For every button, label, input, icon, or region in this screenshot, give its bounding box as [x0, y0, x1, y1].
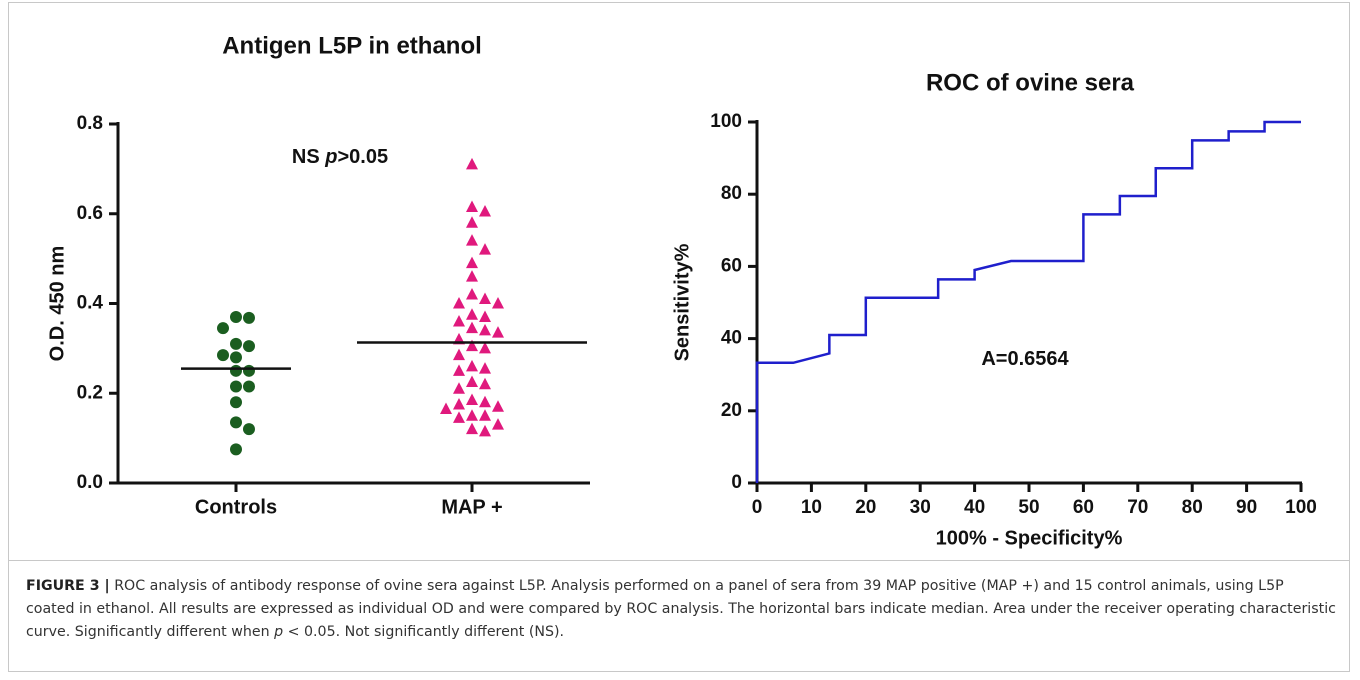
- data-point: [453, 297, 465, 309]
- data-point: [479, 395, 491, 408]
- x-tick-label: 20: [855, 497, 876, 518]
- x-tick-label: 70: [1127, 497, 1148, 518]
- data-point: [466, 339, 478, 352]
- data-point: [453, 397, 465, 410]
- data-point: [479, 292, 491, 305]
- data-point: [479, 323, 491, 336]
- x-tick-label: 40: [964, 497, 985, 518]
- caption: FIGURE 3 | ROC analysis of antibody resp…: [8, 560, 1350, 672]
- data-point: [230, 380, 242, 393]
- y-axis-label: Sensitivity%: [671, 243, 693, 361]
- data-point: [230, 396, 242, 409]
- data-point: [243, 380, 255, 393]
- data-point: [466, 359, 478, 372]
- y-tick-label: 0.4: [77, 293, 104, 314]
- data-point: [230, 351, 242, 364]
- data-point: [243, 311, 255, 324]
- data-point: [479, 310, 491, 322]
- data-point: [479, 377, 491, 390]
- data-point: [230, 310, 242, 323]
- caption-label: FIGURE 3 |: [26, 578, 110, 594]
- data-point: [243, 423, 255, 436]
- annotation-part: p: [324, 146, 337, 168]
- data-point: [466, 308, 478, 320]
- data-point: [440, 402, 452, 414]
- y-tick-label: 0.2: [77, 382, 103, 403]
- data-point: [453, 314, 465, 327]
- y-tick-label: 100: [710, 111, 742, 132]
- data-point: [466, 422, 478, 435]
- data-point: [217, 322, 229, 335]
- data-point: [466, 375, 478, 388]
- y-tick-label: 0.6: [77, 203, 103, 224]
- data-point: [466, 234, 478, 246]
- data-point: [453, 348, 465, 361]
- data-point: [479, 243, 491, 255]
- data-point: [243, 364, 255, 377]
- data-point: [466, 270, 478, 282]
- x-tick-label: 50: [1018, 497, 1039, 518]
- data-point: [466, 157, 478, 170]
- data-point: [479, 362, 491, 374]
- data-point: [492, 326, 504, 338]
- x-axis-label: 100% - Specificity%: [936, 527, 1123, 549]
- y-tick-label: 60: [721, 255, 742, 276]
- data-point: [453, 364, 465, 376]
- annotation: NS p>0.05: [292, 146, 388, 168]
- annotation-part: A=0.6564: [981, 348, 1069, 370]
- roc-line: [755, 120, 1301, 483]
- x-tick-label: 100: [1285, 497, 1317, 518]
- y-tick-label: 0: [731, 472, 742, 493]
- y-axis-label: O.D. 450 nm: [46, 246, 68, 362]
- y-tick-label: 0.0: [77, 472, 103, 493]
- data-point: [479, 341, 491, 354]
- data-point: [453, 382, 465, 394]
- chart: Antigen L5P in ethanol NS p>0.05 0.0 0.2 0.4…: [46, 32, 590, 518]
- caption-text: p: [274, 624, 284, 640]
- caption-text: < 0.05. Not significantly different (NS)…: [283, 624, 565, 640]
- data-point: [466, 393, 478, 405]
- x-tick-label: 30: [910, 497, 931, 518]
- data-point: [466, 288, 478, 300]
- x-tick-label: 80: [1182, 497, 1203, 518]
- data-point: [230, 443, 242, 456]
- data-point: [479, 424, 491, 437]
- data-point: [243, 340, 255, 353]
- y-tick-label: 0.8: [77, 113, 103, 134]
- data-point: [479, 205, 491, 217]
- data-point: [492, 418, 504, 430]
- caption-text: ROC analysis of antibody response of ovi…: [26, 578, 1336, 640]
- y-tick-label: 80: [721, 183, 742, 204]
- charts: Antigen L5P in ethanol NS p>0.05 0.0 0.2 0.4…: [46, 32, 1317, 549]
- annotation-part: NS: [292, 146, 325, 168]
- data-point: [466, 256, 478, 269]
- x-tick-label: 0: [752, 497, 763, 518]
- data-point: [466, 321, 478, 334]
- data-point: [492, 297, 504, 309]
- figure-frame: [8, 2, 1350, 672]
- data-point: [492, 400, 504, 412]
- data-point: [453, 411, 465, 423]
- annotation-part: >0.05: [337, 146, 388, 168]
- y-tick-label: 20: [721, 400, 742, 421]
- x-tick-label: 90: [1236, 497, 1257, 518]
- annotation: A=0.6564: [981, 348, 1069, 370]
- data-point: [217, 349, 229, 362]
- chart-title: ROC of ovine sera: [926, 69, 1135, 96]
- chart: ROC of ovine seraA=0.6564020406080100Sen…: [671, 69, 1317, 549]
- chart-title: Antigen L5P in ethanol: [222, 32, 482, 59]
- data-point: [230, 337, 242, 350]
- y-tick-label: 40: [721, 328, 742, 349]
- data-point: [230, 364, 242, 377]
- data-point: [466, 216, 478, 228]
- x-tick-label: Controls: [195, 496, 277, 518]
- data-point: [466, 409, 478, 421]
- data-point: [230, 416, 242, 429]
- data-point: [479, 409, 491, 421]
- x-tick-label: MAP +: [441, 496, 502, 518]
- data-point: [466, 200, 478, 213]
- x-tick-label: 60: [1073, 497, 1094, 518]
- x-tick-label: 10: [801, 497, 822, 518]
